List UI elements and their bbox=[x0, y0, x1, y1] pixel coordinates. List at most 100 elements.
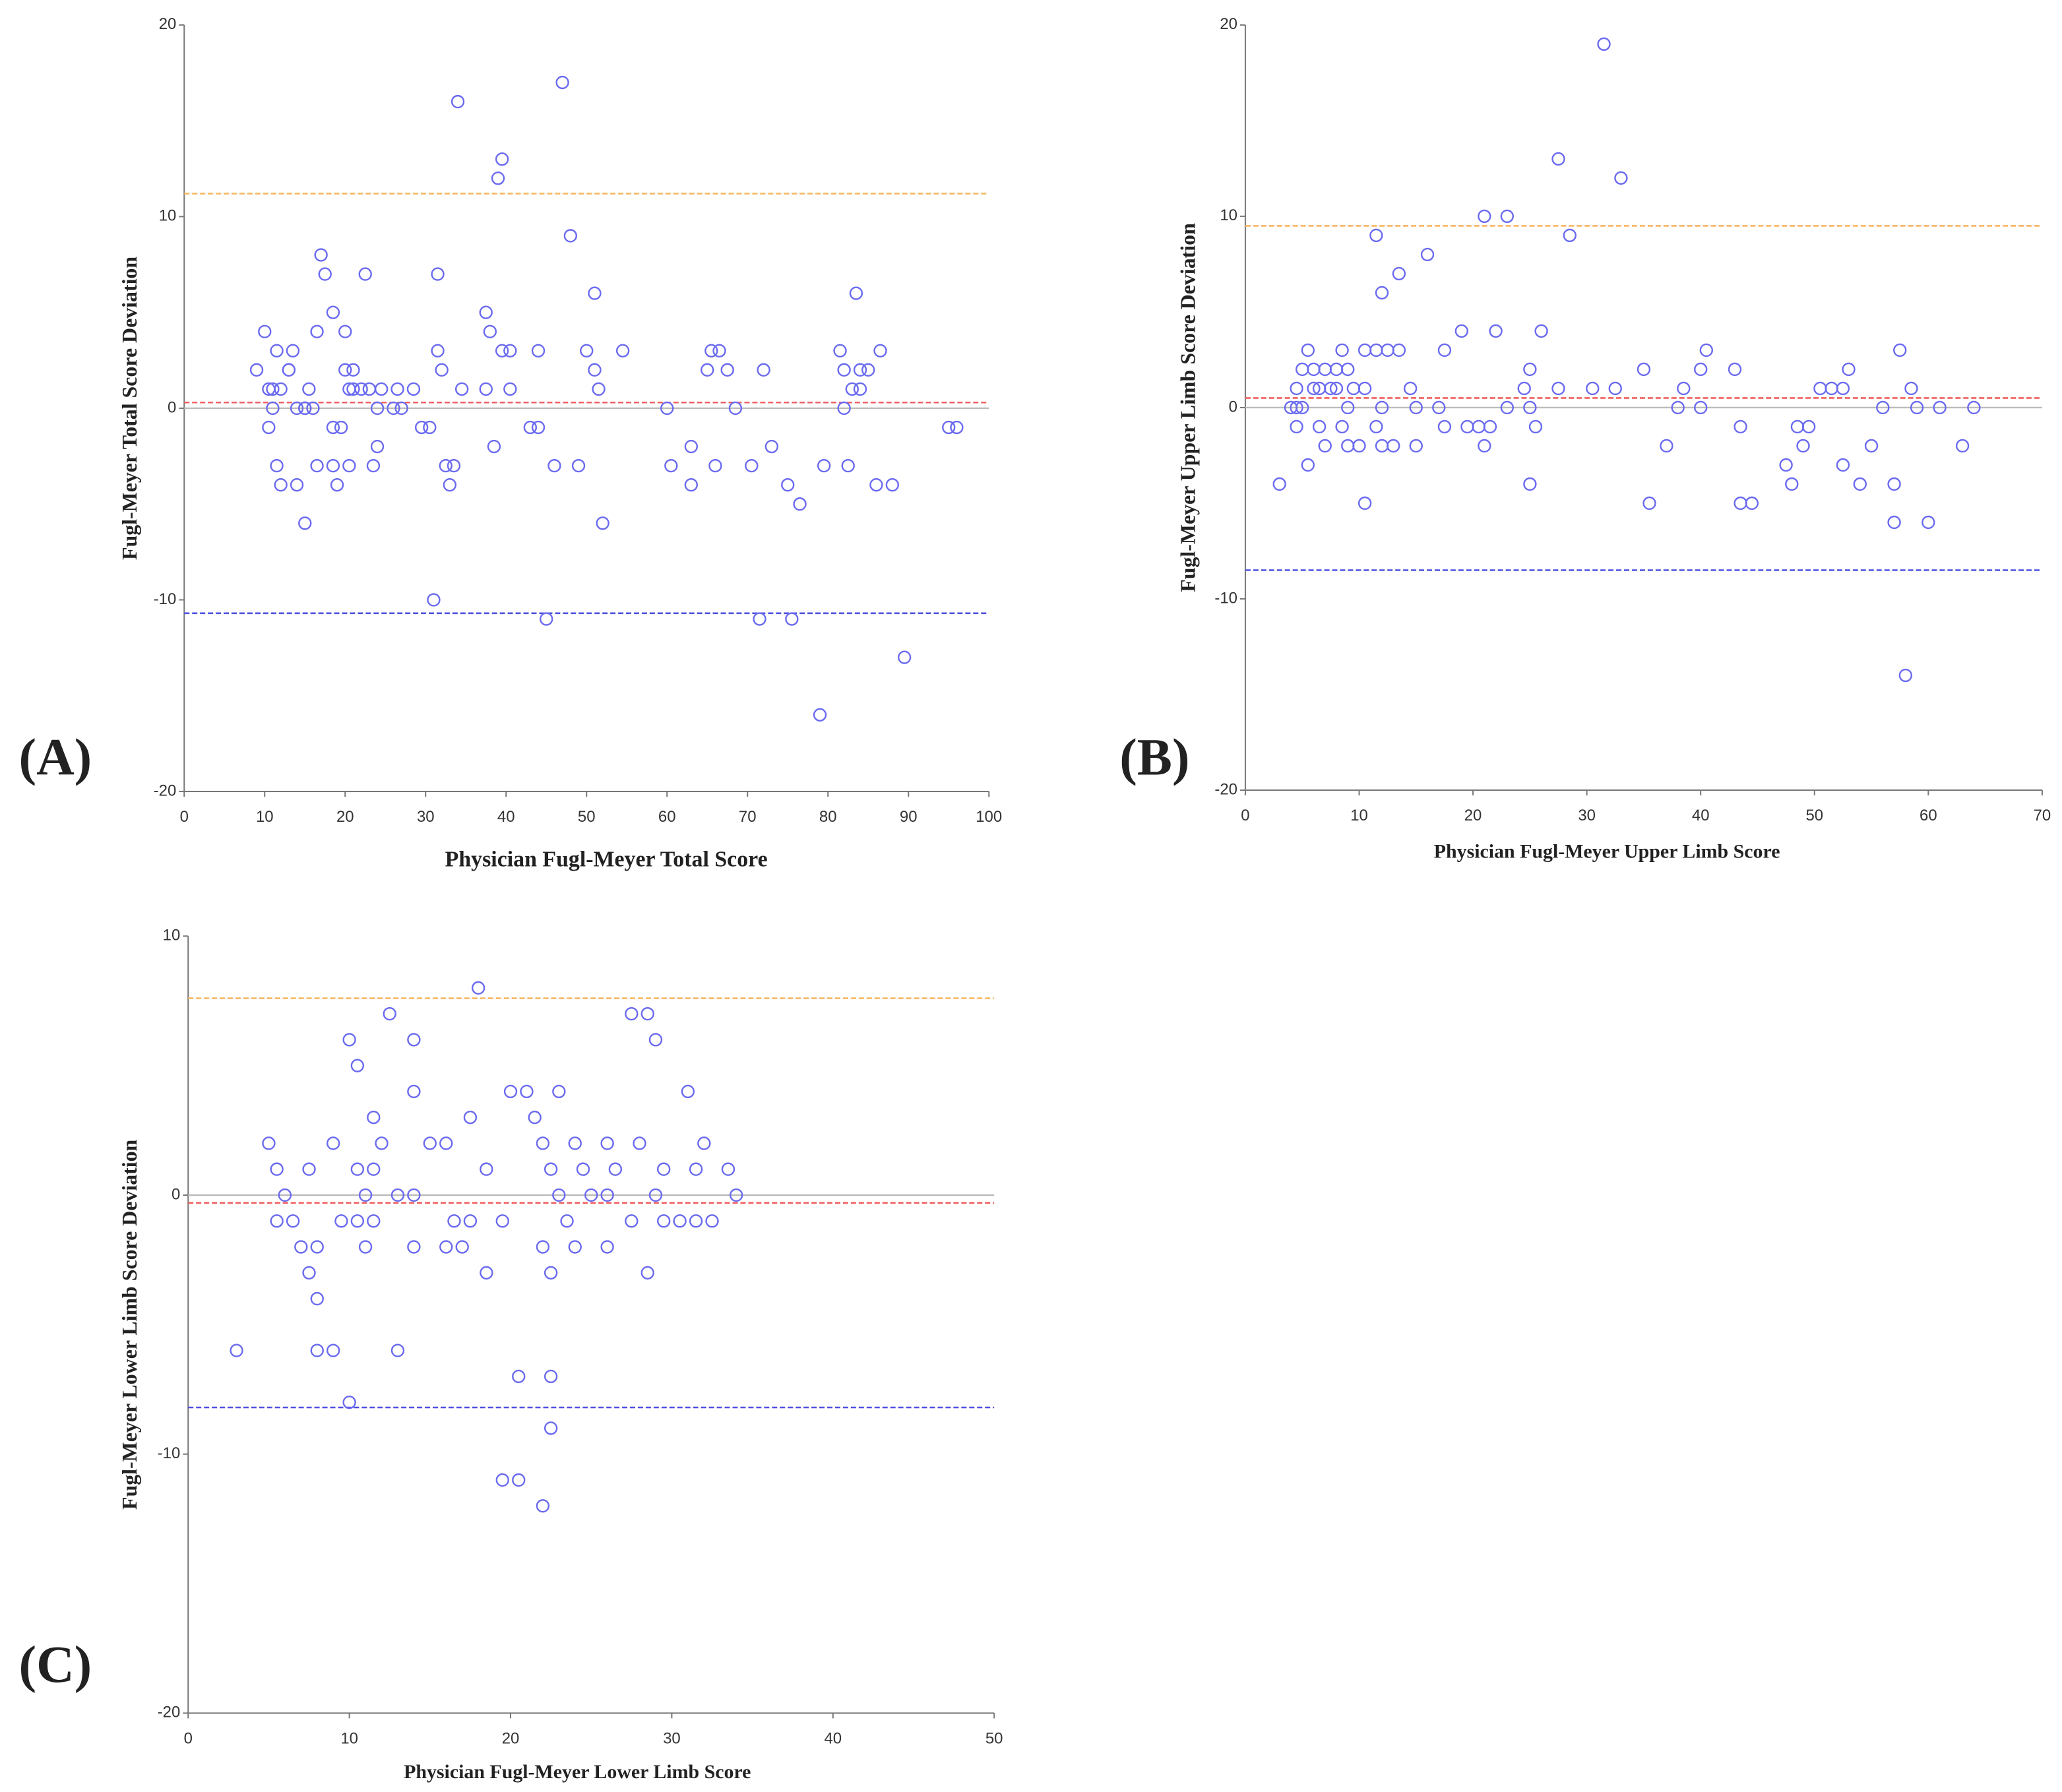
point bbox=[580, 344, 594, 357]
x-tick-label: 10 bbox=[340, 1730, 358, 1748]
point bbox=[483, 324, 497, 338]
x-tick-label: 70 bbox=[739, 808, 757, 826]
point bbox=[480, 1162, 493, 1176]
point bbox=[266, 401, 280, 416]
point bbox=[326, 305, 340, 319]
point bbox=[625, 1214, 639, 1228]
point bbox=[648, 1033, 663, 1047]
point bbox=[326, 420, 340, 435]
point bbox=[536, 1136, 550, 1150]
point bbox=[1694, 400, 1708, 415]
point bbox=[423, 1136, 437, 1150]
point bbox=[1597, 37, 1611, 51]
point bbox=[310, 1240, 324, 1254]
point bbox=[588, 286, 602, 300]
point bbox=[1887, 477, 1901, 491]
y-tick-label: 10 bbox=[159, 207, 177, 225]
point bbox=[1887, 515, 1901, 530]
point bbox=[387, 401, 400, 416]
point bbox=[342, 1395, 356, 1409]
point bbox=[439, 1136, 453, 1150]
x-tick-label: 50 bbox=[985, 1730, 1003, 1748]
point bbox=[523, 420, 538, 435]
point bbox=[298, 516, 312, 530]
point bbox=[640, 1266, 654, 1280]
point bbox=[406, 382, 421, 396]
point bbox=[439, 458, 453, 473]
point bbox=[640, 1006, 654, 1021]
point bbox=[1290, 381, 1303, 396]
point bbox=[1341, 439, 1355, 453]
point bbox=[729, 1188, 743, 1202]
panel-label: (B) bbox=[1119, 728, 1189, 786]
point bbox=[1853, 477, 1867, 491]
point bbox=[600, 1240, 614, 1254]
point bbox=[1528, 419, 1543, 434]
point bbox=[327, 1136, 340, 1150]
y-tick-label: 0 bbox=[172, 1185, 180, 1203]
point bbox=[282, 363, 296, 377]
point bbox=[1437, 419, 1452, 434]
point bbox=[1699, 343, 1714, 357]
point bbox=[1785, 477, 1799, 491]
y-tick-label: 20 bbox=[159, 15, 177, 33]
point bbox=[536, 1499, 550, 1513]
y-axis-label: Fugl-Meyer Upper Limb Score Deviation bbox=[1177, 223, 1200, 592]
point bbox=[544, 1369, 558, 1384]
x-tick-label: 10 bbox=[1350, 807, 1368, 824]
point bbox=[1403, 381, 1418, 396]
point bbox=[1864, 439, 1879, 453]
point bbox=[1836, 381, 1850, 396]
y-tick-label: 0 bbox=[168, 398, 176, 416]
point bbox=[555, 75, 569, 90]
point bbox=[1318, 362, 1332, 377]
point bbox=[568, 1240, 582, 1254]
point bbox=[837, 401, 851, 416]
point bbox=[443, 478, 457, 492]
point bbox=[1608, 381, 1622, 396]
point bbox=[785, 612, 799, 626]
point bbox=[1614, 171, 1628, 185]
point bbox=[1801, 419, 1816, 434]
point bbox=[350, 1162, 365, 1176]
point bbox=[1500, 209, 1515, 224]
point bbox=[290, 401, 304, 416]
point bbox=[274, 382, 288, 396]
point bbox=[1290, 400, 1303, 415]
point bbox=[1933, 400, 1947, 415]
point bbox=[374, 382, 389, 396]
y-tick-label: -20 bbox=[1214, 780, 1237, 798]
point bbox=[728, 401, 743, 416]
point bbox=[544, 1421, 558, 1435]
point bbox=[1483, 419, 1497, 434]
point bbox=[391, 1188, 405, 1202]
point bbox=[1813, 381, 1827, 396]
point bbox=[817, 458, 831, 473]
point bbox=[1341, 400, 1355, 415]
point bbox=[1472, 419, 1485, 434]
point bbox=[503, 344, 517, 357]
point bbox=[1967, 400, 1981, 415]
point bbox=[942, 420, 956, 435]
point bbox=[1671, 400, 1685, 415]
point bbox=[270, 1214, 284, 1228]
point bbox=[1432, 400, 1446, 415]
point bbox=[1728, 362, 1742, 377]
point bbox=[563, 229, 577, 243]
point bbox=[841, 458, 855, 473]
point bbox=[270, 1162, 284, 1176]
point bbox=[1563, 228, 1577, 243]
point bbox=[1637, 362, 1651, 377]
y-tick-label: -20 bbox=[154, 782, 177, 799]
point bbox=[286, 344, 300, 357]
point bbox=[1392, 343, 1406, 357]
y-tick-label: -10 bbox=[1214, 589, 1237, 607]
point bbox=[528, 1111, 542, 1125]
point bbox=[1346, 381, 1361, 396]
point bbox=[354, 382, 368, 396]
point bbox=[266, 382, 280, 396]
point bbox=[375, 1136, 389, 1150]
point bbox=[454, 382, 469, 396]
point bbox=[560, 1214, 574, 1228]
